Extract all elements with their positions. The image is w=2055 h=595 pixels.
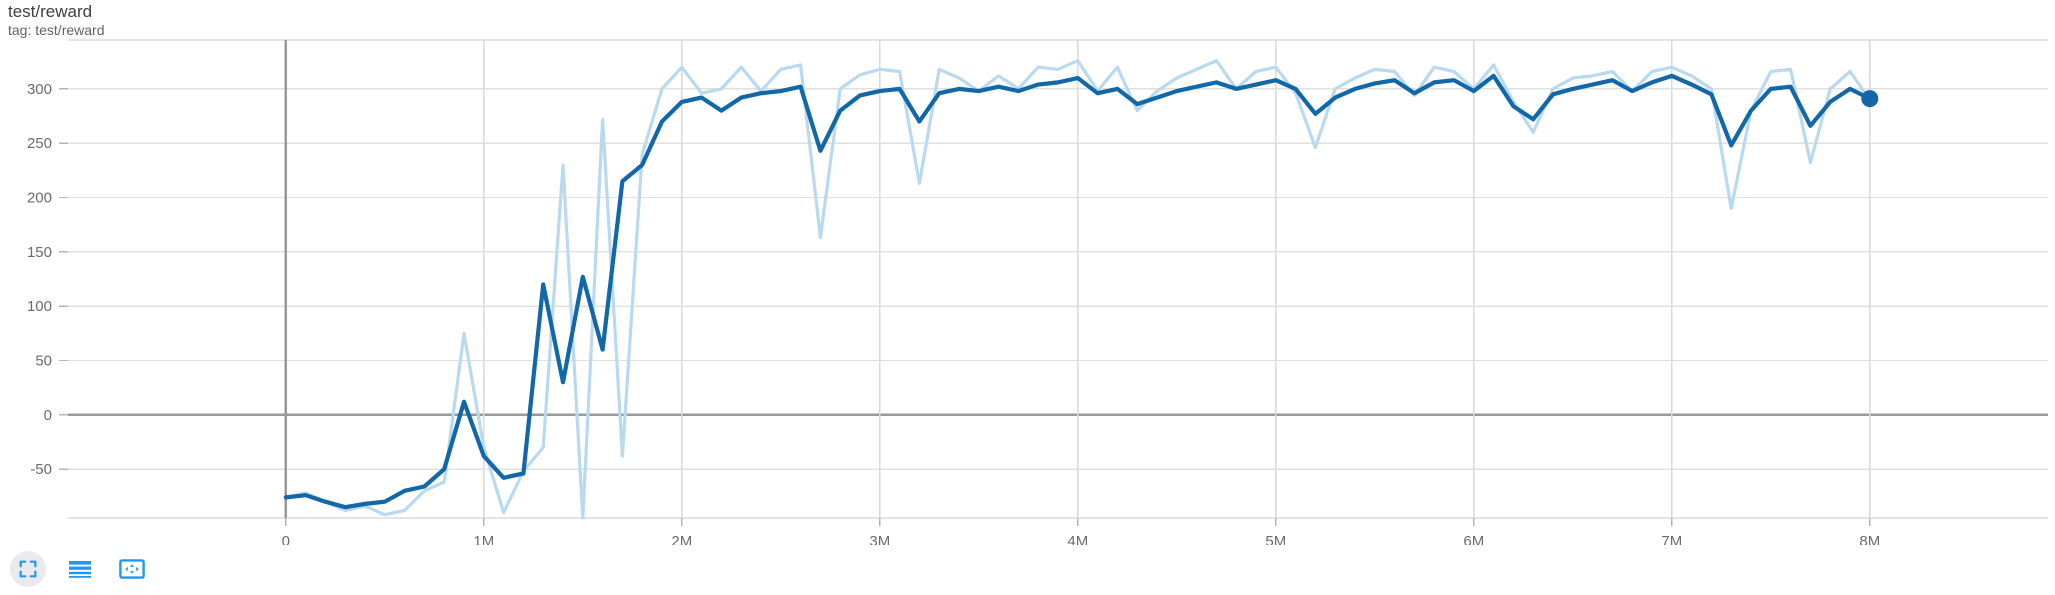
data-table-button[interactable]	[62, 551, 98, 587]
fullscreen-icon	[19, 560, 37, 578]
tick-marks	[59, 88, 1871, 526]
page-title: test/reward	[8, 2, 93, 21]
gridlines	[68, 39, 2048, 519]
y-axis-tick-label: 300	[27, 81, 52, 98]
x-axis-tick-label: 4M	[1067, 533, 1088, 545]
series-line-smoothed	[283, 73, 1872, 510]
x-axis-tick-label: 3M	[869, 533, 890, 545]
chart-tag-subtitle: tag: test/reward	[8, 22, 105, 38]
reset-pan-button[interactable]	[114, 551, 150, 587]
y-axis-tick-label: 200	[27, 190, 52, 207]
endpoint-marker-dot	[1861, 90, 1879, 108]
fit-domain-button[interactable]	[10, 551, 46, 587]
series-line-raw	[284, 59, 1872, 520]
data-series	[283, 59, 1872, 520]
x-axis-tick-label: 0	[282, 533, 290, 545]
chart-toolbar[interactable]	[10, 551, 150, 587]
x-axis-labels: 0 1M 2M 3M 4M 5M 6M 7M 8M	[282, 533, 1881, 545]
line-chart-svg[interactable]: -50 0 50 100 150 200 250 300 0 1M 2M 3M 4M 5M 6M 7M 8M	[0, 0, 2055, 545]
y-axis-labels: -50 0 50 100 150 200 250 300	[27, 81, 52, 478]
x-axis-tick-label: 5M	[1265, 533, 1286, 545]
y-axis-tick-label: 250	[27, 135, 52, 152]
x-axis-tick-label: 6M	[1463, 533, 1484, 545]
x-axis-tick-label: 8M	[1859, 533, 1880, 545]
pan-icon	[119, 559, 145, 579]
y-axis-tick-label: 150	[27, 244, 52, 261]
endpoint-marker	[1861, 90, 1879, 108]
x-axis-tick-label: 7M	[1661, 533, 1682, 545]
data-table-icon	[69, 561, 91, 578]
y-axis-tick-label: 0	[44, 407, 52, 424]
x-axis-tick-label: 2M	[671, 533, 692, 545]
y-axis-tick-label: 100	[27, 298, 52, 315]
chart-header: test/reward tag: test/reward	[8, 2, 608, 39]
plot-area[interactable]: -50 0 50 100 150 200 250 300 0 1M 2M 3M 4M 5M 6M 7M 8M	[0, 0, 2055, 545]
y-axis-tick-label: 50	[35, 352, 52, 369]
y-axis-tick-label: -50	[30, 461, 52, 478]
x-axis-tick-label: 1M	[473, 533, 494, 545]
